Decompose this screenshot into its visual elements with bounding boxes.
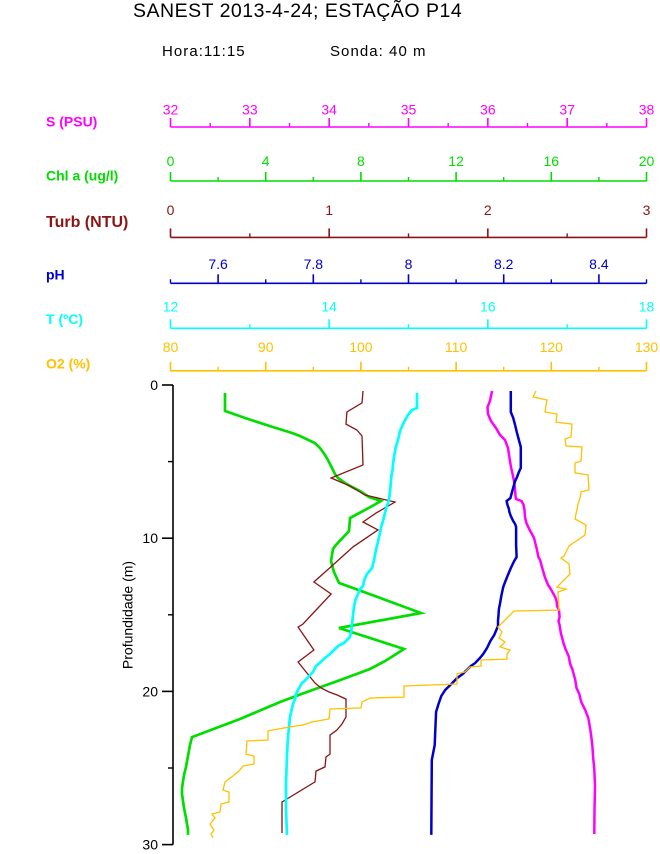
depth-tick-label: 20 bbox=[142, 683, 158, 699]
tick-label-T: 12 bbox=[163, 298, 179, 314]
tick-label-Chl: 0 bbox=[167, 153, 175, 169]
tick-label-Turb: 2 bbox=[484, 202, 492, 218]
depth-tick-label: 0 bbox=[150, 377, 158, 393]
axis-title-Chl: Chl a (ug/l) bbox=[46, 168, 118, 184]
series-Chl bbox=[180, 393, 427, 835]
depth-tick-label: 30 bbox=[142, 837, 158, 853]
tick-label-pH: 8.2 bbox=[494, 256, 514, 272]
tick-label-Chl: 16 bbox=[544, 153, 560, 169]
tick-label-Turb: 0 bbox=[167, 202, 175, 218]
series-O2 bbox=[209, 390, 590, 839]
tick-label-S: 36 bbox=[480, 102, 496, 118]
tick-label-S: 32 bbox=[163, 102, 179, 118]
tick-label-O2: 90 bbox=[258, 339, 274, 355]
subtitle-sonda: Sonda: 40 m bbox=[330, 43, 427, 60]
tick-label-O2: 130 bbox=[635, 339, 659, 355]
chart-title: SANEST 2013-4-24; ESTAÇÃO P14 bbox=[133, 0, 463, 22]
axis-title-S: S (PSU) bbox=[46, 114, 97, 130]
tick-label-S: 35 bbox=[401, 102, 417, 118]
axis-title-Turb: Turb (NTU) bbox=[46, 214, 128, 231]
tick-label-O2: 120 bbox=[540, 339, 564, 355]
tick-label-Turb: 3 bbox=[643, 202, 651, 218]
tick-label-pH: 7.6 bbox=[208, 256, 228, 272]
series-T bbox=[284, 393, 419, 835]
tick-label-S: 38 bbox=[639, 102, 655, 118]
depth-axis-title: Profundidade (m) bbox=[120, 561, 136, 669]
series-S bbox=[486, 390, 597, 835]
depth-tick-label: 10 bbox=[142, 530, 158, 546]
tick-label-T: 18 bbox=[639, 298, 655, 314]
tick-label-pH: 8.4 bbox=[589, 256, 609, 272]
tick-label-Chl: 4 bbox=[262, 153, 270, 169]
tick-label-O2: 80 bbox=[163, 339, 179, 355]
tick-label-Turb: 1 bbox=[325, 202, 333, 218]
tick-label-S: 34 bbox=[321, 102, 337, 118]
subtitle-hora: Hora:11:15 bbox=[162, 43, 246, 60]
axis-title-pH: pH bbox=[46, 267, 65, 283]
tick-label-O2: 100 bbox=[349, 339, 373, 355]
tick-label-O2: 110 bbox=[445, 339, 468, 355]
tick-label-T: 14 bbox=[321, 298, 337, 314]
tick-label-T: 16 bbox=[480, 298, 496, 314]
tick-label-S: 37 bbox=[559, 102, 575, 118]
tick-label-Chl: 20 bbox=[639, 153, 655, 169]
tick-label-Chl: 12 bbox=[448, 153, 464, 169]
tick-label-Chl: 8 bbox=[357, 153, 365, 169]
series-pH bbox=[430, 391, 523, 835]
series-Turb bbox=[281, 390, 397, 833]
axis-title-O2: O2 (%) bbox=[46, 356, 90, 372]
tick-label-pH: 7.8 bbox=[304, 256, 324, 272]
tick-label-S: 33 bbox=[242, 102, 258, 118]
axis-title-T: T (ºC) bbox=[46, 311, 83, 327]
tick-label-pH: 8 bbox=[405, 256, 413, 272]
